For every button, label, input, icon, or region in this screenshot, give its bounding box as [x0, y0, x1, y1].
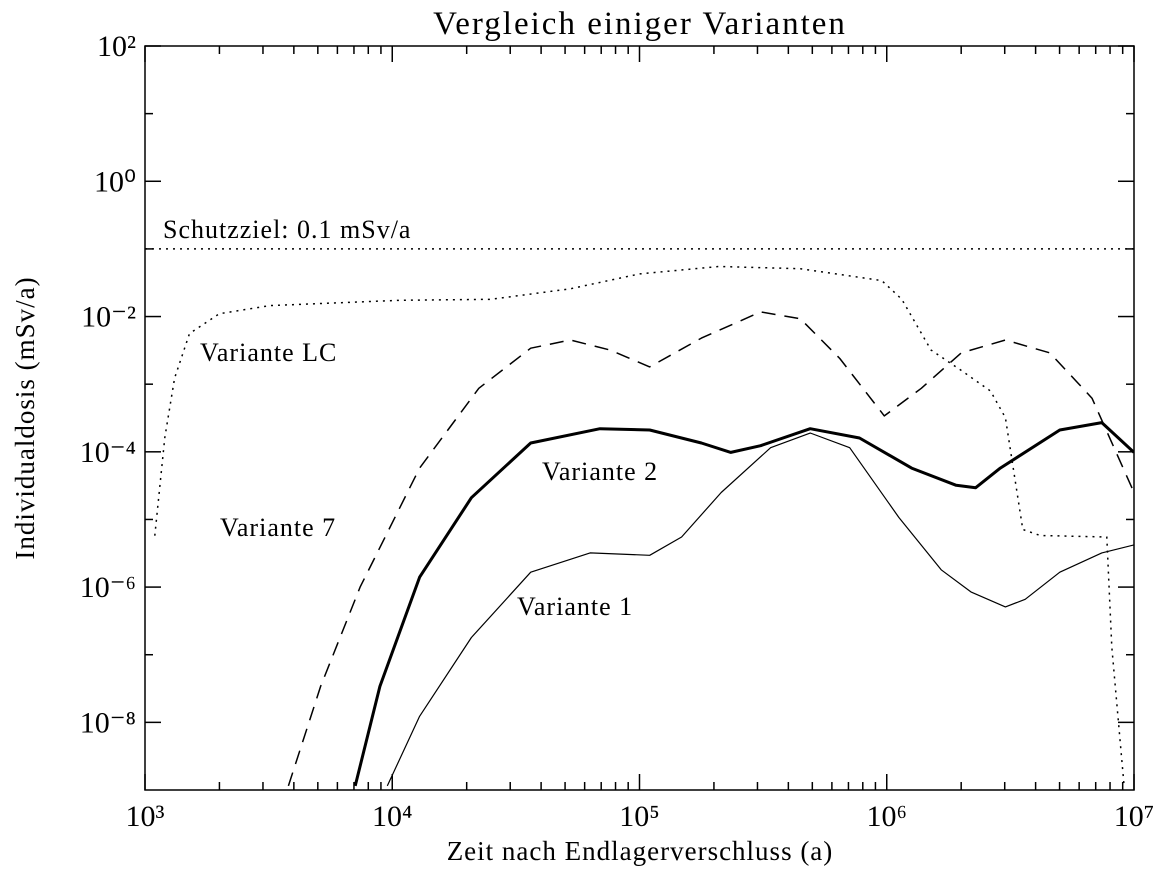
x-tick-label: 10⁵: [619, 800, 659, 833]
chart-title: Vergleich einiger Varianten: [433, 6, 847, 42]
plot-area: [154, 265, 1134, 787]
series-label: Variante 2: [542, 457, 658, 486]
y-axis-label: Individualdosis (mSv/a): [10, 276, 40, 559]
y-tick-label: 10⁻²: [81, 301, 136, 334]
y-tick-label: 10⁻⁴: [80, 436, 136, 469]
series-label: Variante 7: [220, 513, 336, 542]
series-line: [353, 421, 1134, 787]
threshold-label: Schutzziel: 0.1 mSv/a: [163, 215, 411, 244]
series-line: [386, 432, 1134, 787]
x-tick-label: 10³: [126, 800, 165, 833]
series-line: [287, 311, 1134, 787]
x-tick-label: 10⁶: [867, 800, 907, 833]
series-label: Variante LC: [200, 338, 337, 367]
x-axis-label: Zeit nach Endlagerverschluss (a): [447, 836, 834, 866]
x-tick-label: 10⁷: [1114, 800, 1154, 833]
y-tick-label: 10⁰: [94, 165, 136, 198]
series-line: [154, 265, 1125, 786]
y-tick-label: 10²: [97, 30, 136, 63]
series-label: Variante 1: [517, 592, 633, 621]
y-tick-label: 10⁻⁸: [80, 706, 136, 739]
plot-frame: [144, 45, 1135, 791]
x-tick-label: 10⁴: [372, 800, 412, 833]
y-tick-label: 10⁻⁶: [80, 571, 136, 604]
